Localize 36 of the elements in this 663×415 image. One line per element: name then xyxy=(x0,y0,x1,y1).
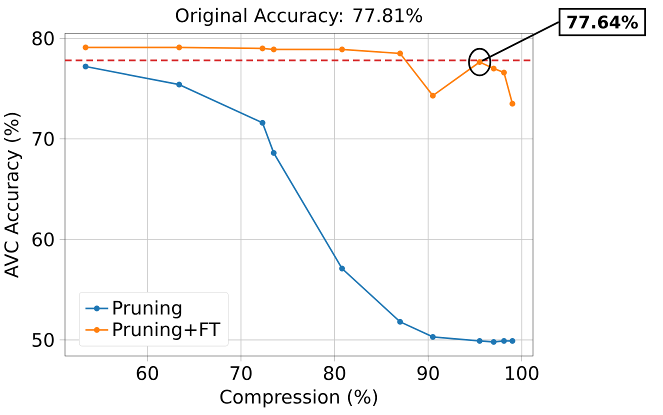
point xyxy=(176,44,182,50)
point xyxy=(501,338,507,344)
point xyxy=(260,45,266,52)
point xyxy=(270,46,277,52)
point xyxy=(490,66,497,72)
point xyxy=(501,70,507,76)
x-tick-label: 80 xyxy=(324,366,346,380)
point xyxy=(260,120,266,126)
y-tick-label: 60 xyxy=(32,232,54,246)
y-tick-label: 70 xyxy=(32,132,54,146)
x-tick-label: 60 xyxy=(136,366,158,380)
point xyxy=(176,82,182,88)
point xyxy=(82,44,89,50)
x-tick-label: 90 xyxy=(417,366,439,380)
y-axis-title: AVC Accuracy (%) xyxy=(4,112,22,278)
y-tick-label: 50 xyxy=(32,332,54,347)
y-tick-label: 80 xyxy=(32,31,54,46)
point xyxy=(490,338,497,345)
legend-label: Pruning xyxy=(114,300,182,318)
chart-title: Original Accuracy: 77.81% xyxy=(176,8,422,26)
point xyxy=(339,46,345,52)
x-axis-title: Compression (%) xyxy=(220,389,378,408)
point xyxy=(397,318,404,325)
annotation: 77.64% xyxy=(567,16,638,29)
point xyxy=(430,334,436,340)
point xyxy=(82,64,89,70)
point xyxy=(430,92,436,99)
legend-label: Pruning+FT xyxy=(114,322,220,340)
point xyxy=(476,338,483,344)
x-tick-label: 70 xyxy=(230,366,252,380)
point xyxy=(339,266,345,272)
point xyxy=(509,100,516,107)
point xyxy=(397,50,404,56)
x-tick-label: 100 xyxy=(506,366,538,380)
point xyxy=(270,150,277,156)
point xyxy=(509,338,516,344)
